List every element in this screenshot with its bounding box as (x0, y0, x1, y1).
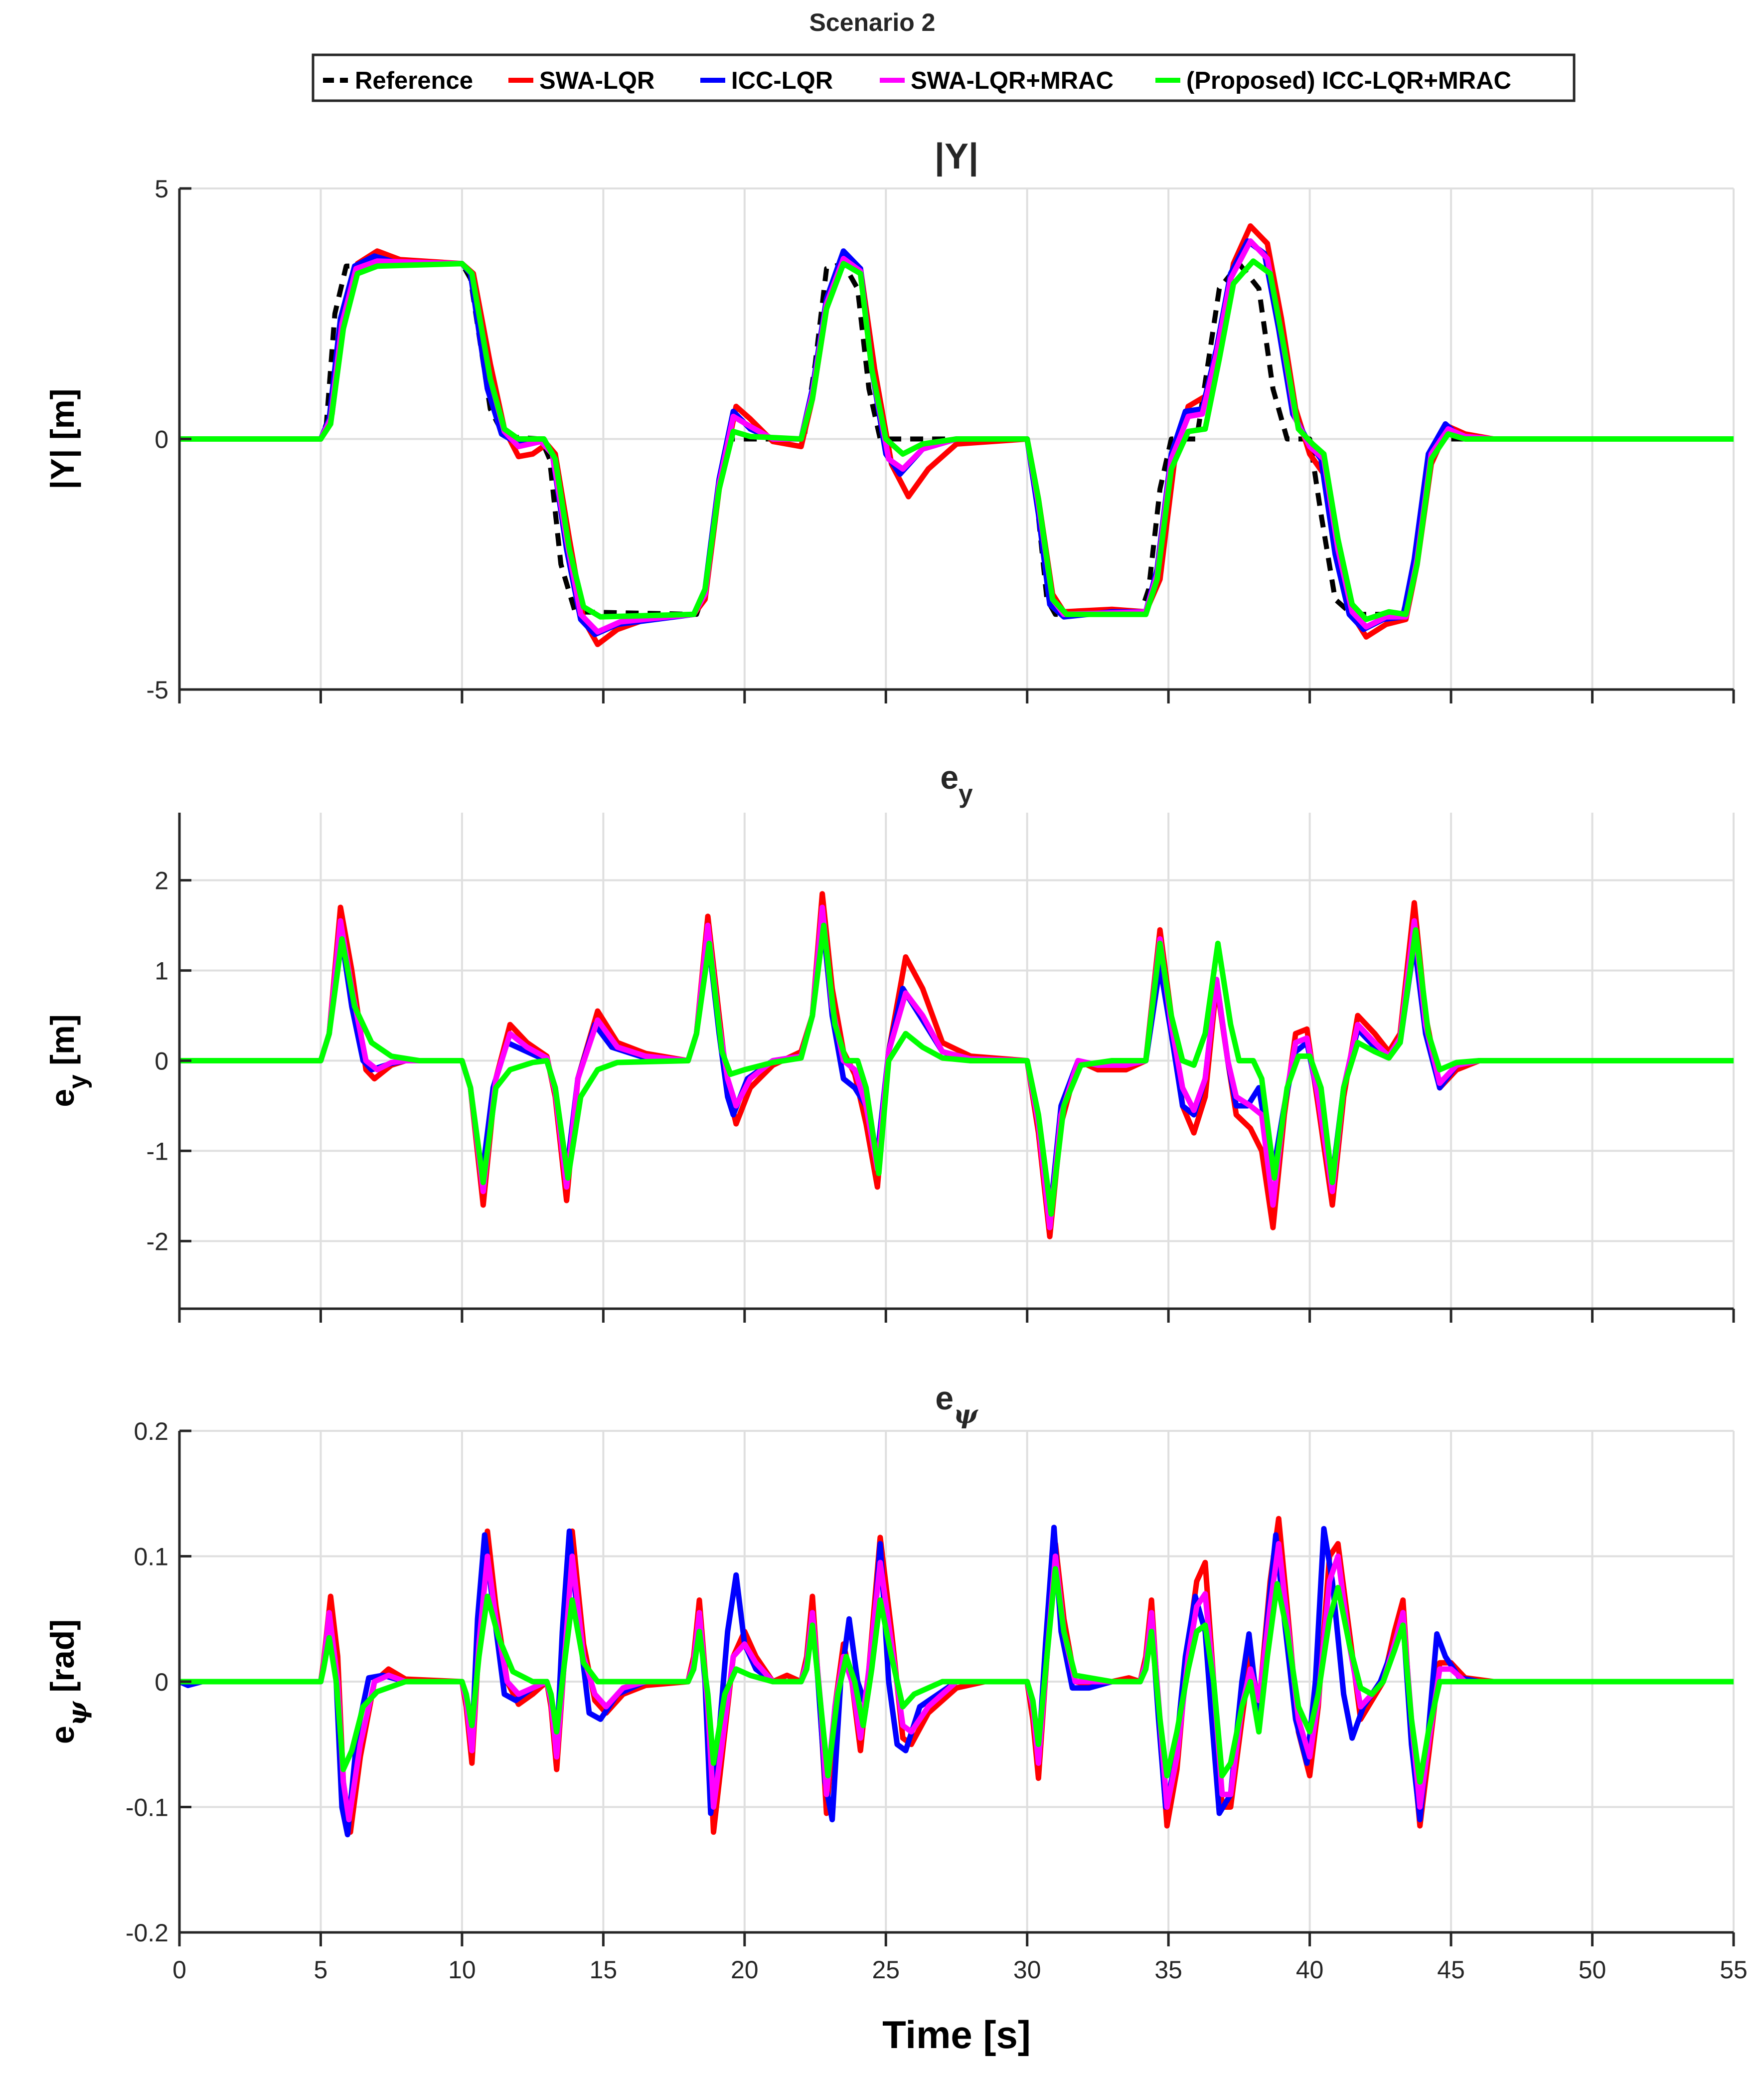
panel-3-x-tick-label: 35 (1154, 1956, 1182, 1984)
panel-3-ylabel: eψ [rad] (44, 1619, 93, 1744)
panel-2-series-group (179, 891, 1734, 1239)
panel-3-x-tick-label: 10 (448, 1956, 476, 1984)
panel-3-y-tick-label: 0.1 (134, 1543, 168, 1571)
panel-1-y-tick-label: -5 (147, 676, 168, 704)
panel-3-x-tick-label: 40 (1296, 1956, 1324, 1984)
panel-heading-error: 0 5 10 15 20 25 30 35 40 45 50 55-0.2-0.100.10.2eψe… (44, 1380, 1748, 2057)
panel-3-series-swa-lqr[interactable] (179, 1516, 1734, 1835)
figure-title: Scenario 2 (809, 8, 936, 36)
panel-2-title-main: e (940, 759, 959, 796)
legend-entry-swa-lqr[interactable]: SWA-LQR (508, 67, 654, 94)
panel-3-series-group (179, 1516, 1734, 1838)
panel-3-ylabel-units: [rad] (44, 1619, 81, 1702)
panel-3-y-tick-label: -0.2 (126, 1919, 168, 1947)
legend: Reference SWA-LQR ICC-LQR SWA-LQR+MRAC (… (312, 53, 1576, 102)
panel-3-ylabel-main: e (44, 1726, 81, 1744)
x-axis-label: Time [s] (882, 2013, 1031, 2057)
panel-2-title: ey (940, 759, 973, 808)
legend-entry-reference[interactable]: Reference (323, 67, 473, 94)
panel-1-series-proposed-icc-lqr-mrac[interactable] (179, 258, 1734, 622)
panel-3-series-proposed-icc-lqr-mrac[interactable] (179, 1566, 1734, 1785)
panel-3-y-tick-label: 0 (155, 1668, 168, 1696)
legend-label-icc-lqr-mrac: (Proposed) ICC-LQR+MRAC (1186, 67, 1511, 94)
panel-3-x-tick-label: 15 (590, 1956, 618, 1984)
panel-2-ylabel-subscript: y (63, 1074, 92, 1089)
legend-entry-swa-lqr-mrac[interactable]: SWA-LQR+MRAC (880, 67, 1114, 94)
panel-2-title-subscript: y (959, 779, 973, 808)
panel-3-ylabel-subscript: ψ (63, 1701, 93, 1726)
legend-label-swa-lqr-mrac: SWA-LQR+MRAC (911, 67, 1114, 94)
panel-2-series-proposed-icc-lqr-mrac[interactable] (179, 922, 1734, 1217)
panel-3-y-tick-label: -0.1 (126, 1794, 168, 1822)
panel-3-x-tick-label: 45 (1437, 1956, 1465, 1984)
legend-label-reference: Reference (355, 67, 473, 94)
panel-3-x-tick-label: 30 (1013, 1956, 1041, 1984)
panel-3-x-tick-label: 20 (731, 1956, 759, 1984)
panel-3-title-main: e (935, 1380, 954, 1416)
panel-3-title-subscript: ψ (954, 1400, 978, 1430)
panel-3-x-tick-label: 5 (314, 1956, 328, 1984)
panel-lateral-position: -5 0 5 |Y| |Y| [m] (44, 137, 1735, 704)
panel-2-series-icc-lqr[interactable] (179, 913, 1734, 1221)
panel-3-title: eψ (935, 1380, 978, 1430)
panel-1-y-tick-label: 0 (155, 426, 168, 454)
panel-1-series-group (179, 223, 1734, 647)
panel-1-ylabel-main: |Y| [m] (44, 389, 82, 490)
panel-2-series-swa-lqr-mrac[interactable] (179, 904, 1734, 1230)
panel-3-x-tick-label: 55 (1720, 1956, 1748, 1984)
panel-1-series-swa-lqr[interactable] (179, 223, 1734, 647)
panel-1-y-tick-label: 5 (155, 175, 168, 203)
panel-3-x-tick-label: 50 (1579, 1956, 1606, 1984)
panel-2-ylabel: ey [m] (44, 1014, 92, 1107)
panel-2-ylabel-main: e (44, 1089, 81, 1107)
panel-1-ylabel: |Y| [m] (44, 389, 82, 490)
panel-3-y-tick-label: 0.2 (134, 1417, 168, 1445)
panel-2-y-tick-label: 0 (155, 1047, 168, 1075)
panel-1-title: |Y| (935, 137, 978, 176)
panel-2-y-tick-label: 2 (155, 867, 168, 895)
panel-2-series-swa-lqr[interactable] (179, 891, 1734, 1239)
panel-3-x-tick-label: 25 (872, 1956, 900, 1984)
panel-2-y-tick-label: 1 (155, 957, 168, 985)
legend-entry-icc-lqr-mrac[interactable]: (Proposed) ICC-LQR+MRAC (1155, 67, 1511, 94)
legend-entry-icc-lqr[interactable]: ICC-LQR (700, 67, 833, 94)
legend-label-icc-lqr: ICC-LQR (731, 67, 833, 94)
panel-2-ylabel-units: [m] (44, 1014, 81, 1074)
legend-label-swa-lqr: SWA-LQR (539, 67, 654, 94)
panel-2-y-tick-label: -2 (147, 1227, 168, 1255)
panel-2-y-tick-label: -1 (147, 1137, 168, 1165)
panel-1-title-main: |Y| (935, 137, 978, 176)
panel-3-x-tick-label: 0 (172, 1956, 186, 1984)
